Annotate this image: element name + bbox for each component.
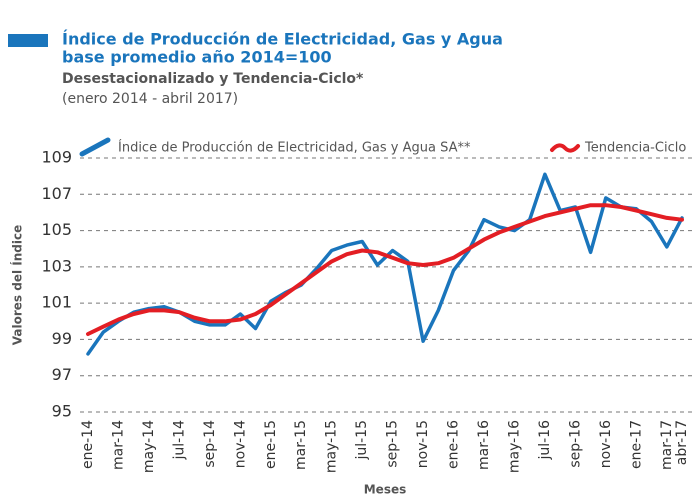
x-tick-label: abr-17 [674, 420, 690, 465]
x-tick-label: mar-17 [659, 420, 675, 470]
title-decoration [8, 34, 48, 47]
chart-subtitle: (enero 2014 - abril 2017) [62, 91, 238, 107]
legend-marker [79, 137, 111, 157]
chart-title: Índice de Producción de Electricidad, Ga… [62, 30, 503, 49]
series-line [86, 203, 684, 336]
x-tick-label: sep-14 [202, 420, 218, 468]
y-tick-label: 105 [41, 220, 72, 239]
chart-title: base promedio año 2014=100 [62, 48, 332, 67]
x-tick-label: sep-15 [385, 420, 401, 468]
y-tick-label: 101 [41, 293, 72, 312]
y-tick-label: 107 [41, 184, 72, 203]
x-tick-label: mar-14 [110, 420, 126, 470]
x-tick-label: may-16 [506, 420, 522, 473]
y-tick-label: 99 [52, 329, 72, 348]
x-tick-label: ene-17 [628, 420, 644, 469]
chart-subtitle: Desestacionalizado y Tendencia-Ciclo* [62, 71, 364, 87]
legend-marker [550, 143, 580, 153]
x-tick-label: nov-16 [598, 420, 614, 468]
x-tick-label: jul-15 [354, 420, 370, 461]
series-line [86, 172, 684, 356]
x-tick-label: may-15 [324, 420, 340, 473]
x-tick-label: jul-16 [537, 420, 553, 461]
x-tick-label: mar-15 [293, 420, 309, 470]
x-tick-label: ene-16 [446, 420, 462, 469]
legend-label: Índice de Producción de Electricidad, Ga… [118, 140, 471, 156]
x-tick-label: sep-16 [567, 420, 583, 468]
y-tick-label: 103 [41, 256, 72, 275]
x-tick-label: jul-14 [171, 420, 187, 461]
y-tick-label: 95 [52, 402, 72, 421]
legend-label: Tendencia-Ciclo [584, 141, 686, 156]
y-tick-label: 109 [41, 148, 72, 167]
x-axis-label: Meses [364, 483, 407, 497]
x-tick-label: mar-16 [476, 420, 492, 470]
y-tick-label: 97 [52, 365, 72, 384]
x-tick-label: nov-14 [232, 420, 248, 468]
x-tick-label: ene-15 [263, 420, 279, 469]
x-tick-label: nov-15 [415, 420, 431, 468]
y-axis-label: Valores del Índice [10, 225, 25, 345]
x-tick-label: ene-14 [80, 420, 96, 469]
x-tick-label: may-14 [141, 420, 157, 473]
